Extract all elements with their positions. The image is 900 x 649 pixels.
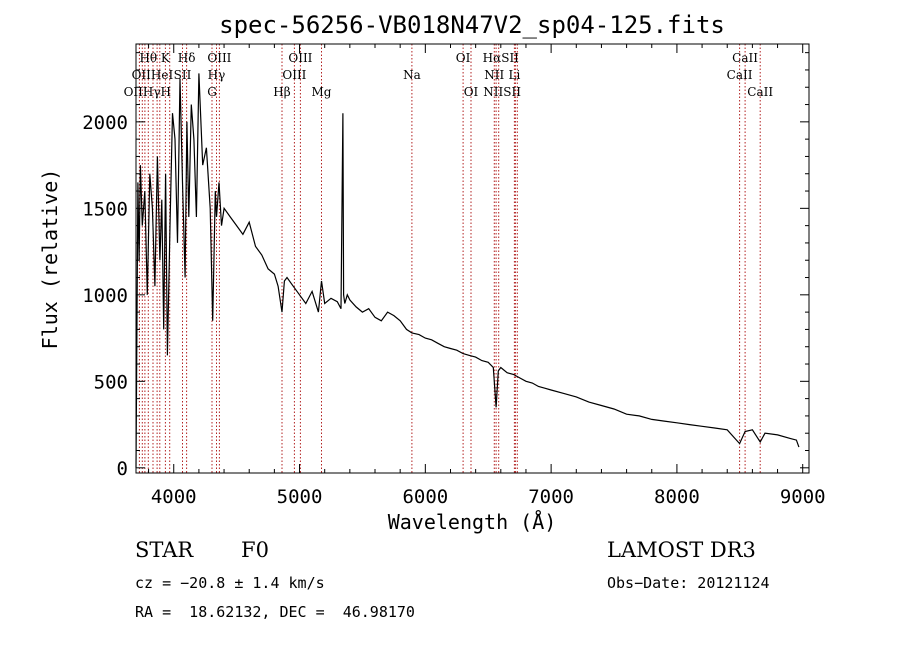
subclass: F0	[241, 538, 269, 562]
x-tick-label: 8000	[654, 486, 700, 508]
y-axis-label: Flux (relative)	[38, 169, 62, 350]
line-label: NIISII	[483, 85, 521, 99]
line-label: G	[207, 85, 217, 99]
coordinates: RA = 18.62132, DEC = 46.98170	[135, 603, 415, 621]
x-tick-label: 4000	[151, 486, 197, 508]
line-label: OIIHγH	[124, 85, 171, 99]
line-label: Li	[508, 68, 520, 82]
survey-name: LAMOST DR3	[607, 538, 756, 562]
x-axis-label: Wavelength (Å)	[388, 510, 557, 534]
line-label: K	[161, 51, 171, 65]
y-tick-label: 500	[94, 371, 128, 393]
spectrum-line	[135, 73, 800, 468]
line-label: Hθ	[139, 51, 157, 65]
redshift-cz: cz = −20.8 ± 1.4 km/s	[135, 574, 325, 592]
line-label: Hγ	[208, 68, 226, 82]
line-label: HαSII	[483, 51, 520, 65]
chart-title: spec-56256-VB018N47V2_sp04-125.fits	[219, 11, 725, 39]
line-label: CaII	[747, 85, 773, 99]
x-tick-label: 6000	[402, 486, 448, 508]
line-label: OIII	[288, 51, 312, 65]
line-labels: Hθ K Hδ OIII OIII OI HαSII CaII OIIHeI SII Hγ OIII N…	[124, 51, 774, 99]
spectrum-series	[135, 73, 800, 468]
y-tick-label: 0	[117, 458, 128, 480]
line-label: CaII	[732, 51, 758, 65]
y-tick-label: 1000	[82, 285, 128, 307]
line-label: NII	[484, 68, 504, 82]
axis-ticks: 4000 5000 6000 7000 8000 9000 0 500 1000 1500 2000	[82, 44, 826, 508]
y-tick-label: 2000	[82, 112, 128, 134]
observation-date: Obs−Date: 20121124	[607, 574, 770, 592]
object-type: STAR	[135, 538, 194, 562]
x-tick-label: 5000	[277, 486, 323, 508]
line-label: OI	[464, 85, 479, 99]
line-label: Hβ	[273, 85, 290, 99]
line-label: Mg	[312, 85, 332, 99]
line-label: OIII	[207, 51, 231, 65]
emission-line-markers	[138, 44, 761, 473]
line-label: SII	[174, 68, 192, 82]
line-label: CaII	[727, 68, 753, 82]
y-tick-label: 1500	[82, 198, 128, 220]
line-label: OIIHeI	[132, 68, 174, 82]
x-tick-label: 7000	[528, 486, 574, 508]
line-label: OIII	[282, 68, 306, 82]
line-label: Hδ	[178, 51, 196, 65]
x-tick-label: 9000	[780, 486, 826, 508]
line-label: OI	[456, 51, 471, 65]
plot-frame	[135, 43, 810, 474]
line-label: Na	[403, 68, 421, 82]
